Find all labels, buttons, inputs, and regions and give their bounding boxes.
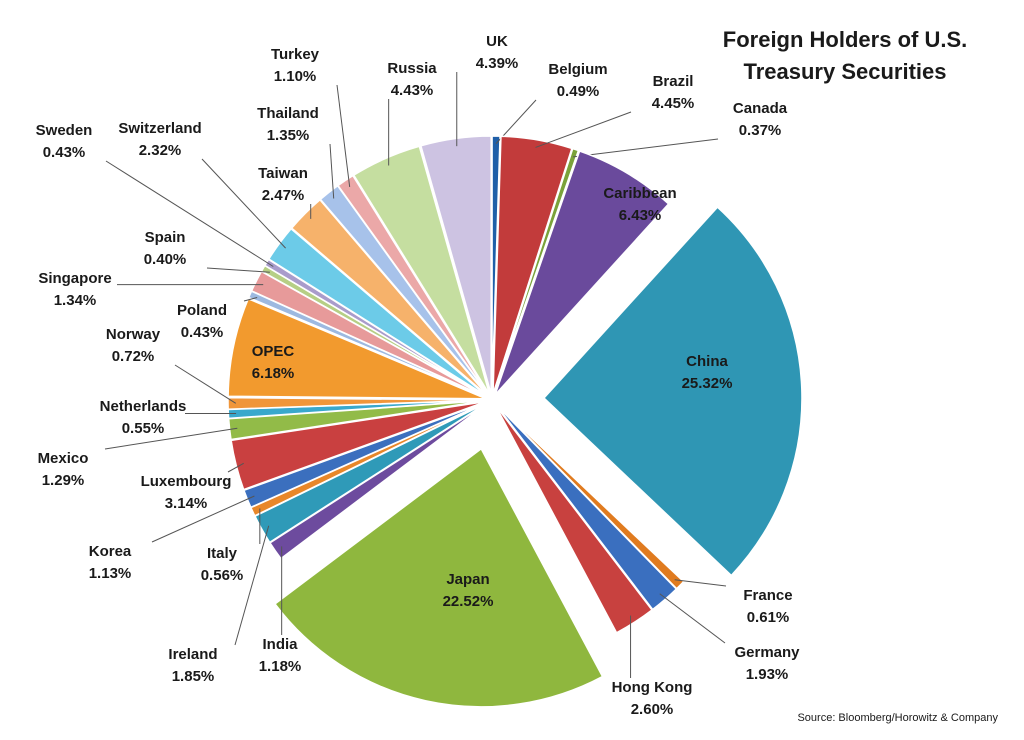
leader-line xyxy=(105,160,274,267)
slice-label: Thailand xyxy=(257,105,319,122)
slice-label: Turkey xyxy=(271,46,320,63)
pie-slice xyxy=(542,206,803,577)
pie-slice xyxy=(227,396,487,411)
slice-value-label: 1.18% xyxy=(259,658,302,675)
slice-value-label: 1.35% xyxy=(267,127,310,144)
slice-label: Ireland xyxy=(168,646,217,663)
pie-slice xyxy=(495,404,678,611)
leader-line xyxy=(336,84,351,187)
leader-line xyxy=(329,143,335,199)
slice-label: Hong Kong xyxy=(612,679,693,696)
slice-label: Singapore xyxy=(38,270,111,287)
pie-slice xyxy=(493,147,580,395)
slice-value-label: 0.61% xyxy=(747,609,790,626)
slice-value-label: 0.56% xyxy=(201,567,244,584)
slice-label: Russia xyxy=(387,60,437,77)
leader-line xyxy=(151,495,255,543)
slice-value-label: 6.18% xyxy=(252,365,295,382)
slice-label: Taiwan xyxy=(258,165,308,182)
slice-value-label: 3.14% xyxy=(165,495,208,512)
slice-value-label: 25.32% xyxy=(682,375,733,392)
slice-label: Brazil xyxy=(653,73,694,90)
pie-slice xyxy=(492,135,573,395)
leader-line xyxy=(227,462,244,473)
slice-label: Italy xyxy=(207,545,238,562)
slice-label: Germany xyxy=(734,644,800,661)
slice-value-label: 2.60% xyxy=(631,701,674,718)
slice-label: Caribbean xyxy=(603,185,676,202)
slice-label: Switzerland xyxy=(118,120,201,137)
leader-line xyxy=(206,267,270,273)
slice-label: Norway xyxy=(106,326,161,343)
slice-value-label: 6.43% xyxy=(619,207,662,224)
leader-line xyxy=(659,593,726,644)
slice-label: Spain xyxy=(145,229,186,246)
pie-slice xyxy=(419,135,492,395)
pie-slice xyxy=(267,227,488,398)
slice-label: Korea xyxy=(89,543,132,560)
slice-label: Mexico xyxy=(38,450,89,467)
slice-value-label: 2.32% xyxy=(139,142,182,159)
slice-label: Poland xyxy=(177,302,227,319)
slice-value-label: 0.37% xyxy=(739,122,782,139)
pie-slice xyxy=(336,174,490,396)
slice-value-label: 1.13% xyxy=(89,565,132,582)
slice-label: Belgium xyxy=(548,61,607,78)
slice-value-label: 0.72% xyxy=(112,348,155,365)
slice-value-label: 0.43% xyxy=(43,144,86,161)
slice-value-label: 0.55% xyxy=(122,420,165,437)
slice-value-label: 22.52% xyxy=(443,593,494,610)
slice-label: Canada xyxy=(733,100,788,117)
slice-value-label: 2.47% xyxy=(262,187,305,204)
leader-line xyxy=(201,158,286,249)
slice-label: Luxembourg xyxy=(141,473,232,490)
slice-value-label: 1.93% xyxy=(746,666,789,683)
chart-title: Foreign Holders of U.S. Treasury Securit… xyxy=(722,27,968,84)
slice-label: France xyxy=(743,587,792,604)
slice-value-label: 4.45% xyxy=(652,95,695,112)
slice-value-label: 1.10% xyxy=(274,68,317,85)
slice-label: Netherlands xyxy=(100,398,187,415)
slice-label: China xyxy=(686,353,728,370)
leader-line xyxy=(573,138,719,158)
slice-label: Japan xyxy=(446,571,489,588)
slice-value-label: 1.85% xyxy=(172,668,215,685)
pie-slice xyxy=(230,400,487,491)
leader-line xyxy=(243,296,258,302)
slice-value-label: 0.43% xyxy=(181,324,224,341)
source-note: Source: Bloomberg/Horowitz & Company xyxy=(797,712,998,724)
pie-slice xyxy=(494,150,670,396)
pie-slice xyxy=(227,297,487,400)
leader-line xyxy=(104,427,238,450)
slice-value-label: 4.39% xyxy=(476,55,519,72)
slice-value-label: 4.43% xyxy=(391,82,434,99)
slice-label: OPEC xyxy=(252,343,295,360)
pie-slice xyxy=(494,404,654,634)
leader-line xyxy=(535,111,632,148)
pie-slice xyxy=(491,135,501,395)
slice-label: India xyxy=(262,636,298,653)
pie-slice xyxy=(273,447,604,708)
slice-label: UK xyxy=(486,33,508,50)
slice-label: Sweden xyxy=(36,122,93,139)
slice-value-label: 0.40% xyxy=(144,251,187,268)
leader-line xyxy=(174,364,237,404)
pie-slice xyxy=(352,145,491,395)
leader-line xyxy=(674,579,727,587)
leader-line xyxy=(234,525,270,646)
slice-value-label: 1.29% xyxy=(42,472,85,489)
slice-value-label: 1.34% xyxy=(54,292,97,309)
slice-value-label: 0.49% xyxy=(557,83,600,100)
